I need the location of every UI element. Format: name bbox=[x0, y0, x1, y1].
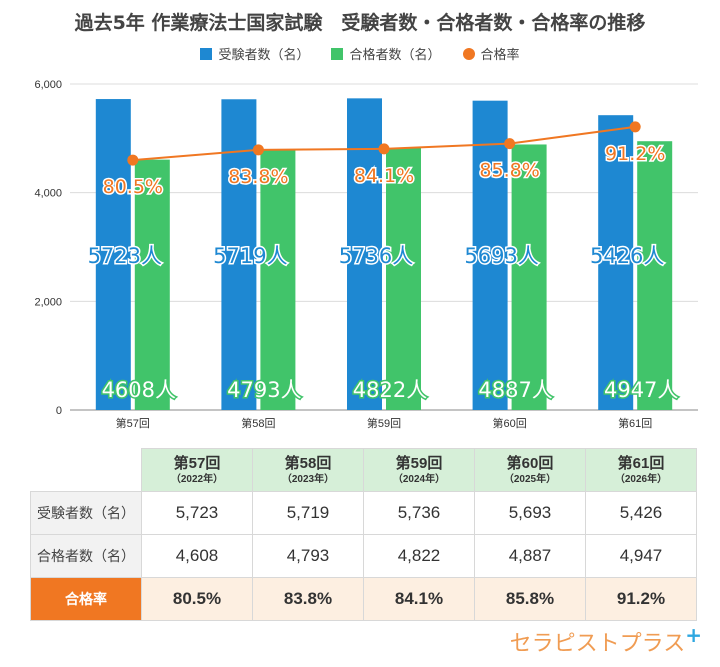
table-row-passers: 合格者数（名） 4,608 4,793 4,822 4,887 4,947 bbox=[30, 534, 697, 578]
bar-passers bbox=[260, 149, 296, 410]
column-header: 第60回 （2025年） bbox=[474, 448, 586, 492]
bar-examinees bbox=[472, 100, 508, 411]
bar-passers bbox=[386, 148, 421, 410]
rate-point bbox=[629, 121, 641, 133]
data-label-passers: 4947人 bbox=[604, 378, 678, 402]
data-label-rate: 91.2% bbox=[605, 143, 665, 165]
table-row-rate: 合格率 80.5% 83.8% 84.1% 85.8% 91.2% bbox=[30, 577, 697, 621]
rate-point bbox=[504, 138, 516, 150]
column-header-label: 第59回 bbox=[395, 454, 443, 472]
table-cell: 85.8% bbox=[474, 577, 586, 621]
legend-swatch-passers bbox=[331, 47, 344, 60]
x-tick-label: 第57回 bbox=[116, 416, 150, 430]
table-cell: 5,719 bbox=[252, 491, 364, 535]
column-header-label: 第58回 bbox=[284, 454, 332, 472]
bar-examinees bbox=[598, 115, 634, 411]
column-header: 第58回 （2023年） bbox=[252, 448, 364, 492]
column-header-year: （2022年） bbox=[170, 473, 224, 485]
y-tick-label: 6,000 bbox=[34, 79, 62, 91]
x-tick-label: 第60回 bbox=[492, 416, 526, 430]
data-label-examinees: 5736人 bbox=[339, 244, 413, 268]
data-label-rate: 85.8% bbox=[479, 160, 539, 182]
data-label-examinees: 5693人 bbox=[464, 244, 538, 268]
column-header-label: 第57回 bbox=[173, 454, 221, 472]
column-header-year: （2025年） bbox=[503, 473, 557, 485]
y-tick-label: 2,000 bbox=[34, 296, 62, 308]
y-tick-label: 4,000 bbox=[34, 188, 62, 200]
table-cell: 5,693 bbox=[474, 491, 586, 535]
x-tick-label: 第59回 bbox=[367, 416, 401, 430]
legend: 受験者数（名） 合格者数（名） 合格率 bbox=[0, 44, 720, 63]
plus-icon: + bbox=[685, 622, 702, 647]
table-cell: 4,608 bbox=[141, 534, 253, 578]
legend-item-rate: 合格率 bbox=[462, 44, 520, 63]
table-cell: 91.2% bbox=[585, 577, 697, 621]
data-label-passers: 4822人 bbox=[353, 378, 427, 402]
bar-examinees bbox=[347, 98, 382, 411]
brand-logo[interactable]: セラピストプラス+ bbox=[510, 623, 702, 657]
rate-point bbox=[252, 144, 264, 156]
column-header-label: 第60回 bbox=[506, 454, 554, 472]
rate-point bbox=[378, 143, 390, 155]
column-header: 第61回 （2026年） bbox=[585, 448, 697, 492]
rate-point bbox=[127, 154, 139, 166]
data-label-examinees: 5426人 bbox=[590, 244, 664, 268]
table-cell: 5,723 bbox=[141, 491, 253, 535]
y-tick-label: 0 bbox=[56, 405, 62, 417]
bar-passers bbox=[134, 159, 170, 410]
data-table: 第57回 （2022年） 第58回 （2023年） 第59回 （2024年） 第60回… bbox=[30, 448, 697, 621]
table-cell: 4,793 bbox=[252, 534, 364, 578]
column-header-label: 第61回 bbox=[617, 454, 665, 472]
legend-label-rate: 合格率 bbox=[480, 48, 520, 63]
row-header-passers: 合格者数（名） bbox=[30, 534, 142, 578]
bar-examinees bbox=[95, 99, 131, 411]
row-header-rate: 合格率 bbox=[30, 577, 142, 621]
data-label-rate: 83.8% bbox=[228, 166, 288, 188]
table-corner bbox=[30, 448, 142, 492]
legend-item-examinees: 受験者数（名） bbox=[200, 44, 309, 63]
table-cell: 80.5% bbox=[141, 577, 253, 621]
column-header-year: （2024年） bbox=[392, 473, 446, 485]
table-cell: 84.1% bbox=[363, 577, 475, 621]
bar-passers bbox=[637, 141, 673, 410]
table-cell: 4,887 bbox=[474, 534, 586, 578]
legend-swatch-examinees bbox=[200, 47, 213, 60]
data-label-rate: 84.1% bbox=[354, 165, 414, 187]
bar-passers bbox=[511, 144, 547, 410]
table-row-examinees: 受験者数（名） 5,723 5,719 5,736 5,693 5,426 bbox=[30, 491, 697, 535]
x-tick-label: 第58回 bbox=[241, 416, 275, 430]
column-header: 第59回 （2024年） bbox=[363, 448, 475, 492]
chart-title: 過去5年 作業療法士国家試験 受験者数・合格者数・合格率の推移 bbox=[74, 12, 646, 34]
column-header: 第57回 （2022年） bbox=[141, 448, 253, 492]
data-label-passers: 4793人 bbox=[227, 378, 301, 402]
legend-item-passers: 合格者数（名） bbox=[331, 44, 441, 63]
data-label-examinees: 5719人 bbox=[213, 244, 287, 268]
legend-label-examinees: 受験者数（名） bbox=[218, 48, 310, 63]
table-cell: 83.8% bbox=[252, 577, 364, 621]
table-cell: 5,426 bbox=[585, 491, 697, 535]
column-header-year: （2023年） bbox=[281, 473, 335, 485]
data-label-passers: 4608人 bbox=[102, 378, 176, 402]
table-cell: 4,947 bbox=[585, 534, 697, 578]
data-label-rate: 80.5% bbox=[103, 176, 163, 198]
row-header-examinees: 受験者数（名） bbox=[30, 491, 142, 535]
legend-label-passers: 合格者数（名） bbox=[349, 48, 441, 63]
x-tick-label: 第61回 bbox=[618, 416, 652, 430]
table-cell: 4,822 bbox=[363, 534, 475, 578]
data-label-examinees: 5723人 bbox=[88, 244, 162, 268]
table-header-row: 第57回 （2022年） 第58回 （2023年） 第59回 （2024年） 第60回… bbox=[30, 448, 697, 492]
legend-dot-rate bbox=[462, 47, 475, 60]
table-cell: 5,736 bbox=[363, 491, 475, 535]
column-header-year: （2026年） bbox=[614, 473, 668, 485]
brand-logo-text: セラピストプラス bbox=[509, 631, 686, 656]
data-label-passers: 4887人 bbox=[478, 378, 552, 402]
